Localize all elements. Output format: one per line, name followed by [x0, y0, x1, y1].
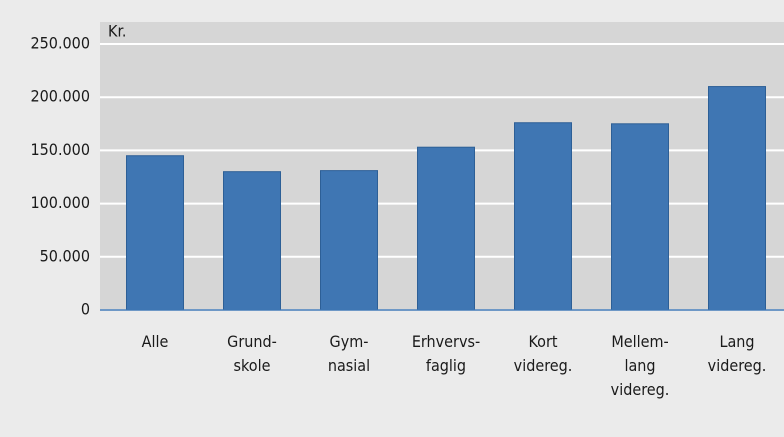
- y-tick-label: 150.000: [30, 140, 90, 159]
- bar: [514, 122, 572, 311]
- y-tick-label: 50.000: [40, 246, 90, 265]
- x-tick-label: Gym- nasial: [327, 332, 371, 375]
- x-tick-label: Kort videreg.: [513, 332, 573, 375]
- y-axis-label: Kr.: [108, 22, 126, 41]
- bar: [611, 123, 669, 311]
- x-tick-label: Mellem- lang videreg.: [610, 332, 670, 399]
- x-tick-label: Erhvervs- faglig: [411, 332, 481, 375]
- y-tick-label: 200.000: [30, 87, 90, 106]
- x-tick-label: Grund- skole: [227, 332, 277, 375]
- x-tick-label: Alle: [141, 332, 169, 351]
- y-tick-label: 100.000: [30, 193, 90, 212]
- bar: [417, 146, 475, 311]
- x-tick-label: Lang videreg.: [707, 332, 767, 375]
- y-tick-label: 250.000: [30, 34, 90, 53]
- bar: [320, 170, 378, 311]
- bar: [223, 171, 281, 311]
- bar: [708, 86, 766, 311]
- bar: [126, 155, 184, 311]
- y-tick-label: 0: [81, 300, 90, 319]
